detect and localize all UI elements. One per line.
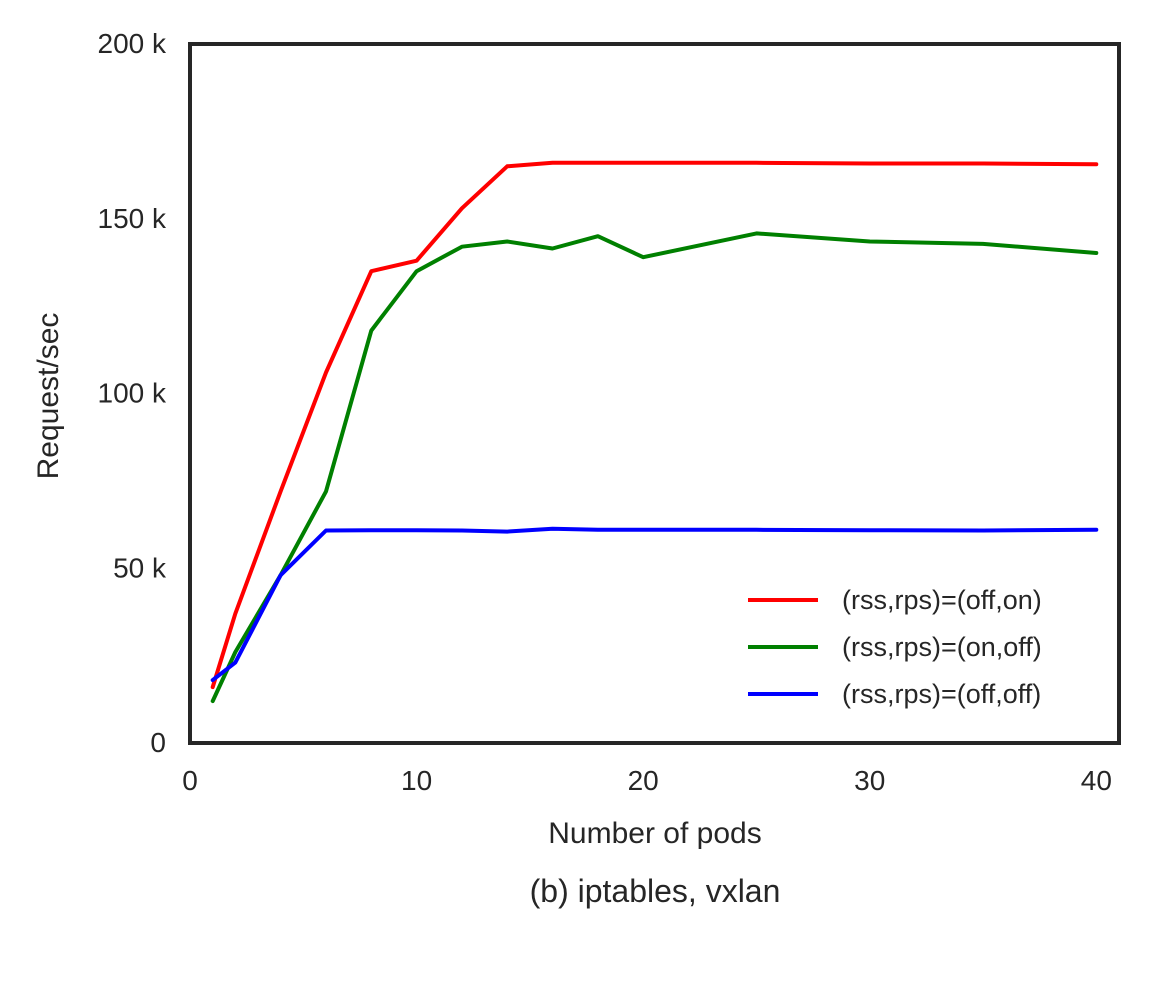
y-tick-label: 0	[150, 727, 166, 758]
series-layer	[210, 160, 1099, 704]
x-tick-label: 10	[401, 765, 432, 796]
series-line-1	[210, 160, 1099, 690]
legend-label: (rss,rps)=(off,off)	[842, 679, 1041, 709]
y-tick-label: 200 k	[98, 28, 167, 59]
y-axis-label: Request/sec	[32, 313, 65, 480]
y-tick-label: 50 k	[113, 552, 167, 583]
chart-caption: (b) iptables, vxlan	[530, 873, 781, 909]
y-tick-label: 150 k	[98, 203, 167, 234]
plot-frame	[188, 42, 1121, 745]
legend: (rss,rps)=(off,on) (rss,rps)=(on,off) (rss…	[748, 585, 1042, 709]
x-tick-label: 30	[854, 765, 885, 796]
y-tick-label: 100 k	[98, 378, 167, 409]
x-tick-label: 20	[628, 765, 659, 796]
x-tick-label: 40	[1081, 765, 1112, 796]
series-line-3	[210, 526, 1099, 683]
legend-label: (rss,rps)=(off,on)	[842, 585, 1042, 615]
legend-label: (rss,rps)=(on,off)	[842, 632, 1042, 662]
x-axis-label: Number of pods	[548, 817, 761, 850]
series-line-2	[210, 231, 1099, 704]
x-tick-label: 0	[182, 765, 198, 796]
tick-labels: 0 10 20 30 40 0 50 k 100 k 150 k 200 k	[98, 28, 1112, 796]
